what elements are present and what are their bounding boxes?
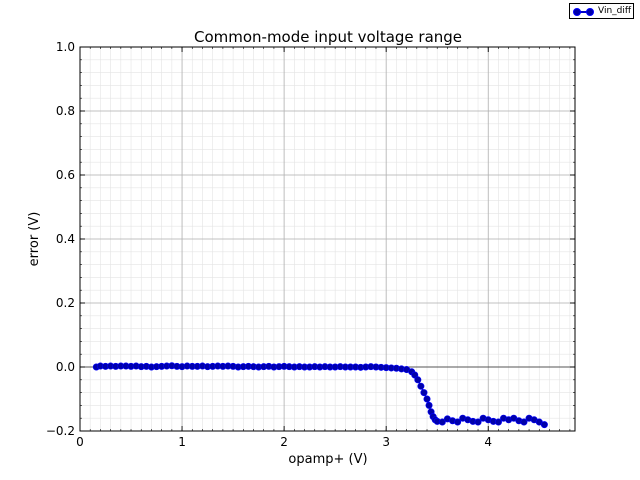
y-tick-label: −0.2	[46, 424, 75, 438]
data-point	[414, 376, 422, 384]
chart-title: Common-mode input voltage range	[194, 28, 462, 46]
data-point	[520, 418, 528, 426]
x-tick-label: 0	[76, 435, 84, 449]
legend-marker-right	[586, 8, 594, 16]
y-tick-label: 1.0	[56, 40, 75, 54]
data-point	[420, 389, 428, 397]
y-tick-label: 0.4	[56, 232, 75, 246]
axes: 0 1 2 3 4 −0.2 0.0 0.2 0.4 0.6 0.8 1.0	[46, 40, 576, 449]
data-point	[425, 401, 433, 409]
y-tick-label: 0.2	[56, 296, 75, 310]
y-tick-label: 0.6	[56, 168, 75, 182]
data-point	[417, 382, 425, 390]
y-tick-label: 0.8	[56, 104, 75, 118]
x-tick-label: 4	[484, 435, 492, 449]
data-point	[494, 418, 502, 426]
grid	[79, 46, 575, 432]
data-point	[423, 395, 431, 403]
data-point	[454, 418, 462, 426]
x-tick-label: 1	[178, 435, 186, 449]
y-tick-label: 0.0	[56, 360, 75, 374]
legend-label: Vin_diff	[598, 6, 632, 16]
data-point	[474, 418, 482, 426]
x-axis-label: opamp+ (V)	[288, 452, 367, 467]
series-line	[96, 364, 545, 426]
x-tick-label: 2	[280, 435, 288, 449]
x-tick-label: 3	[382, 435, 390, 449]
data-point	[540, 421, 548, 429]
data-point	[438, 418, 446, 426]
series-layer	[92, 362, 548, 429]
legend-marker-left	[573, 8, 581, 16]
legend: Vin_diff	[569, 3, 634, 19]
legend-line-swatch	[574, 11, 590, 13]
y-axis-label: error (V)	[27, 212, 42, 267]
